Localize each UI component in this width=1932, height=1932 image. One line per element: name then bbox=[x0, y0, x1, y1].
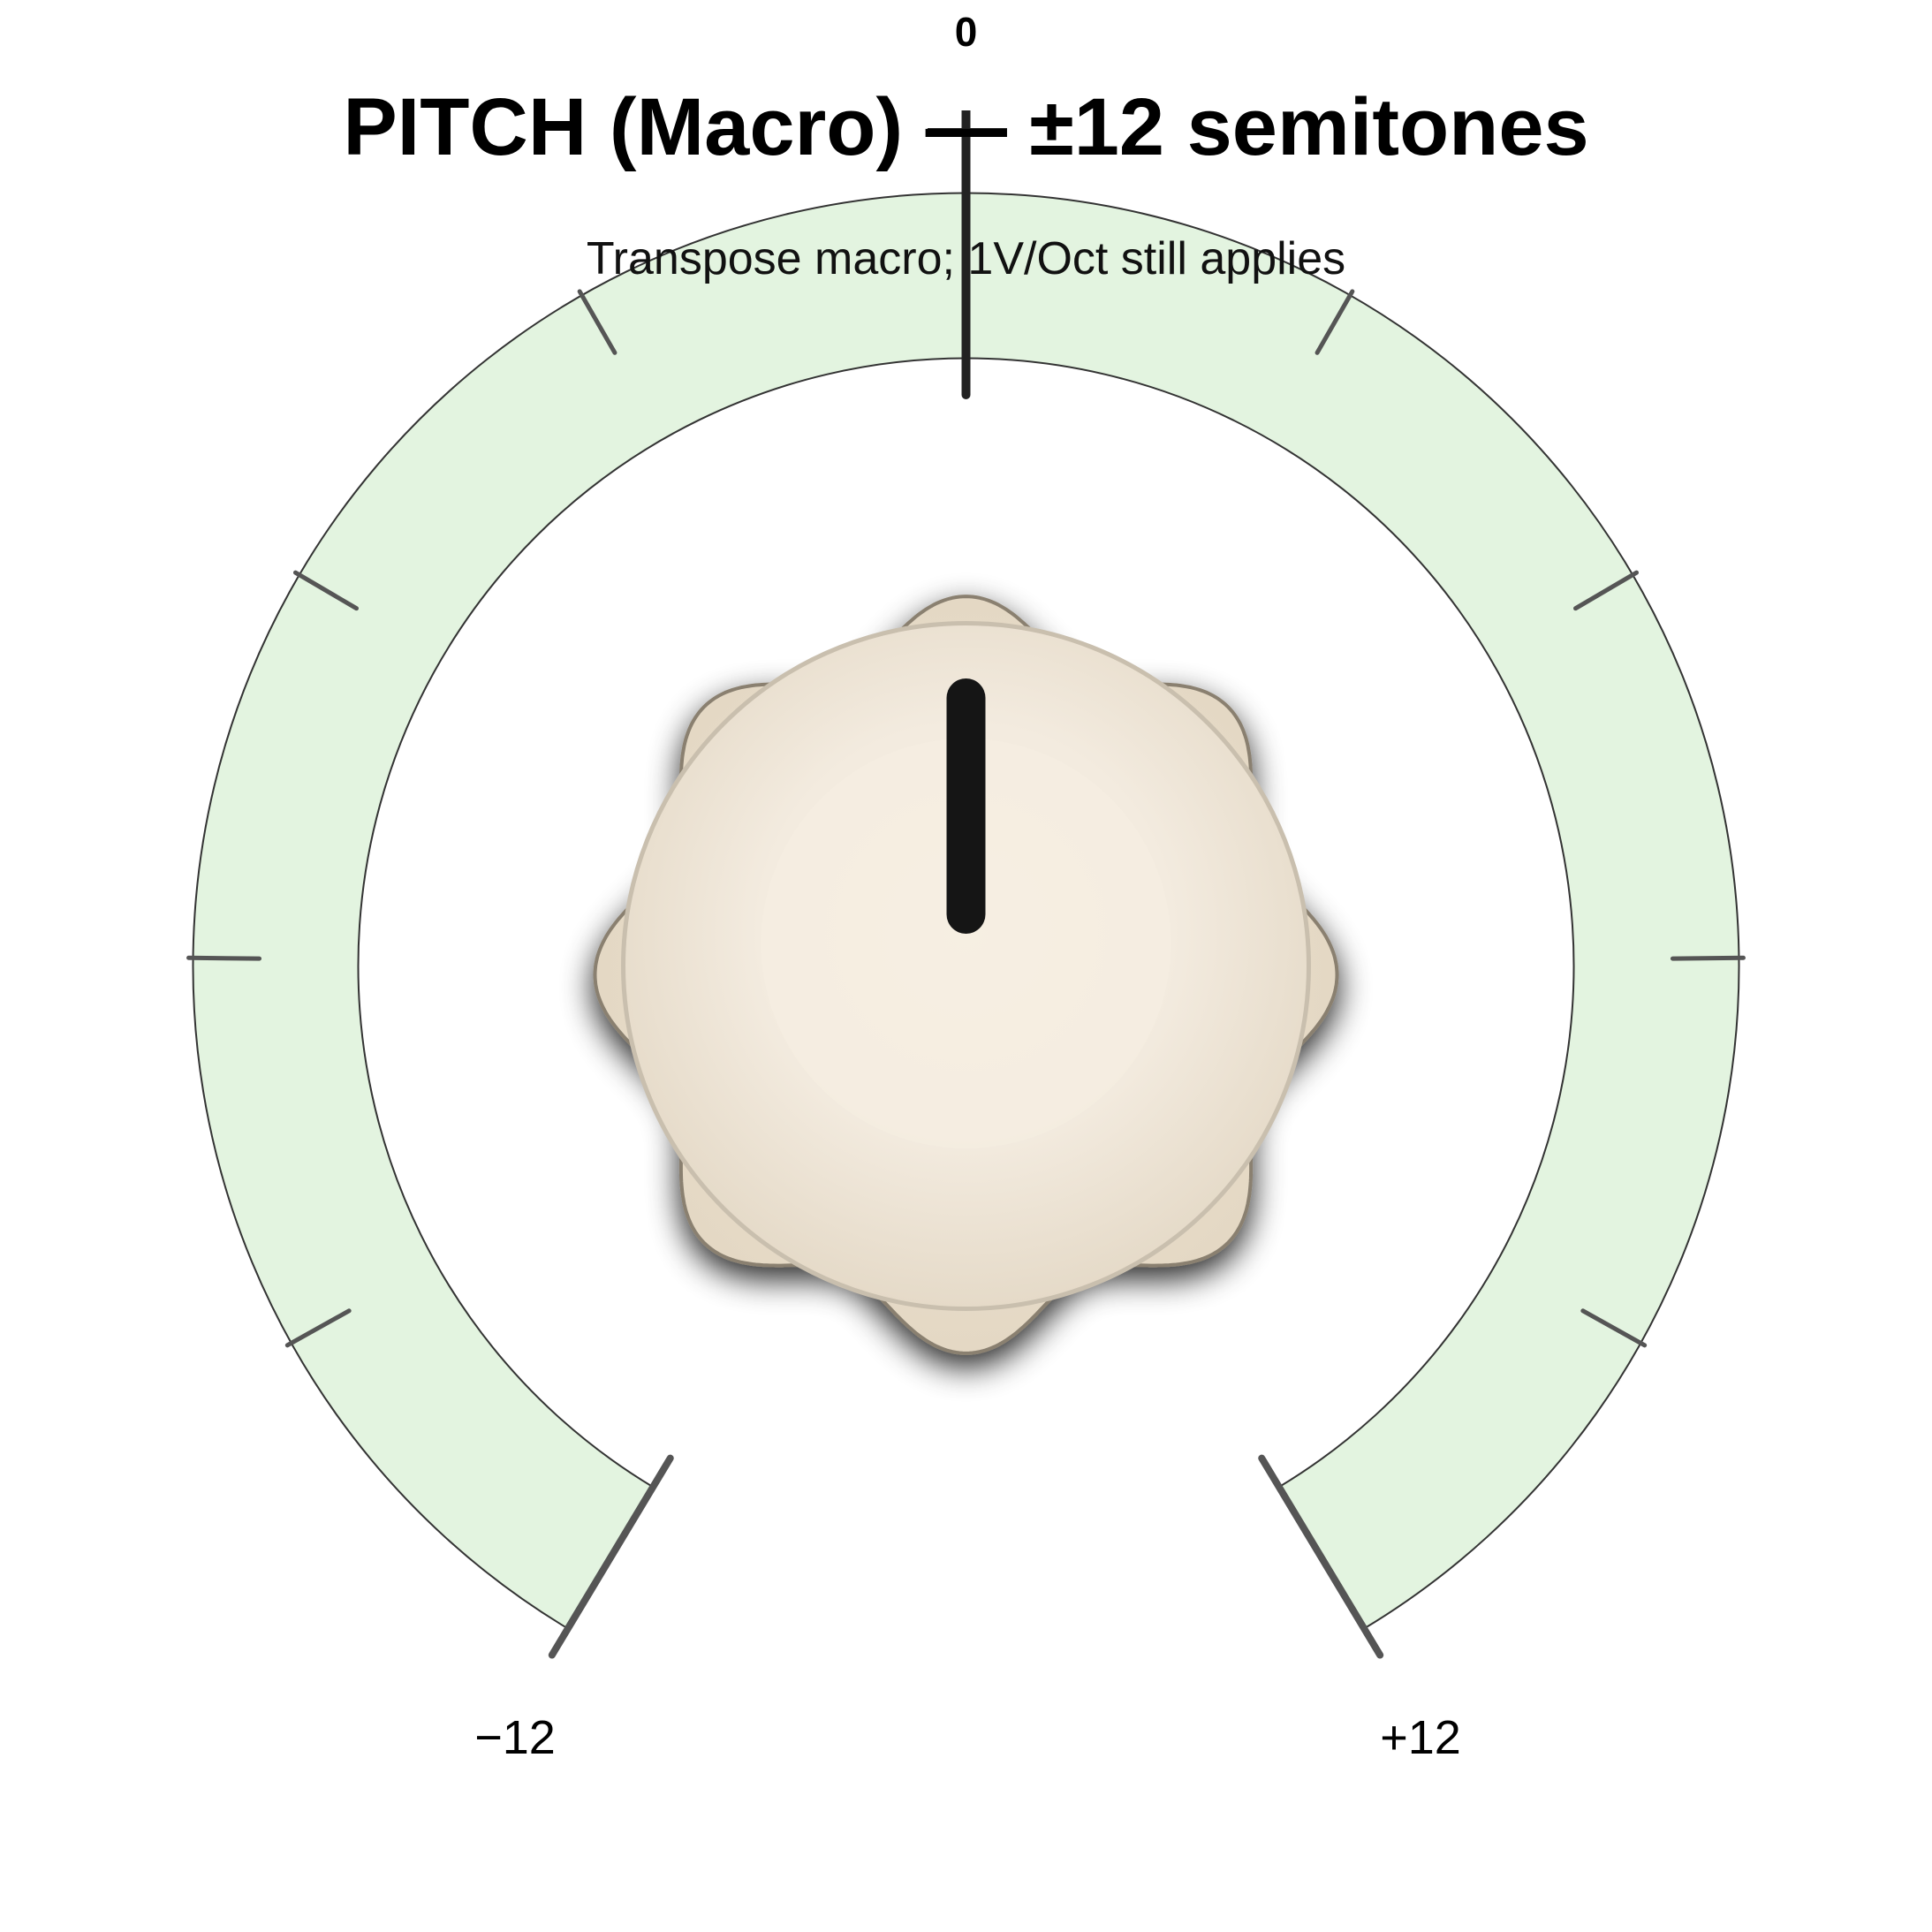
min-value-label: −12 bbox=[474, 1711, 556, 1764]
center-value-label: 0 bbox=[955, 9, 978, 55]
minor-tick bbox=[1580, 1308, 1648, 1348]
page-title: PITCH (Macro) — ±12 semitones bbox=[343, 82, 1588, 172]
minor-tick bbox=[1573, 570, 1640, 611]
minor-tick bbox=[292, 570, 359, 611]
minor-tick bbox=[284, 1308, 352, 1348]
range-arc bbox=[192, 192, 1740, 1630]
min-end-tick bbox=[548, 1454, 674, 1659]
minor-tick bbox=[1315, 289, 1355, 355]
knob-highlight bbox=[761, 739, 1171, 1148]
page-subtitle: Transpose macro; 1V/Oct still applies bbox=[587, 233, 1345, 284]
minor-tick bbox=[577, 289, 617, 355]
tick-marks bbox=[186, 289, 1746, 1659]
max-value-label: +12 bbox=[1380, 1711, 1461, 1764]
max-end-tick bbox=[1258, 1454, 1384, 1659]
